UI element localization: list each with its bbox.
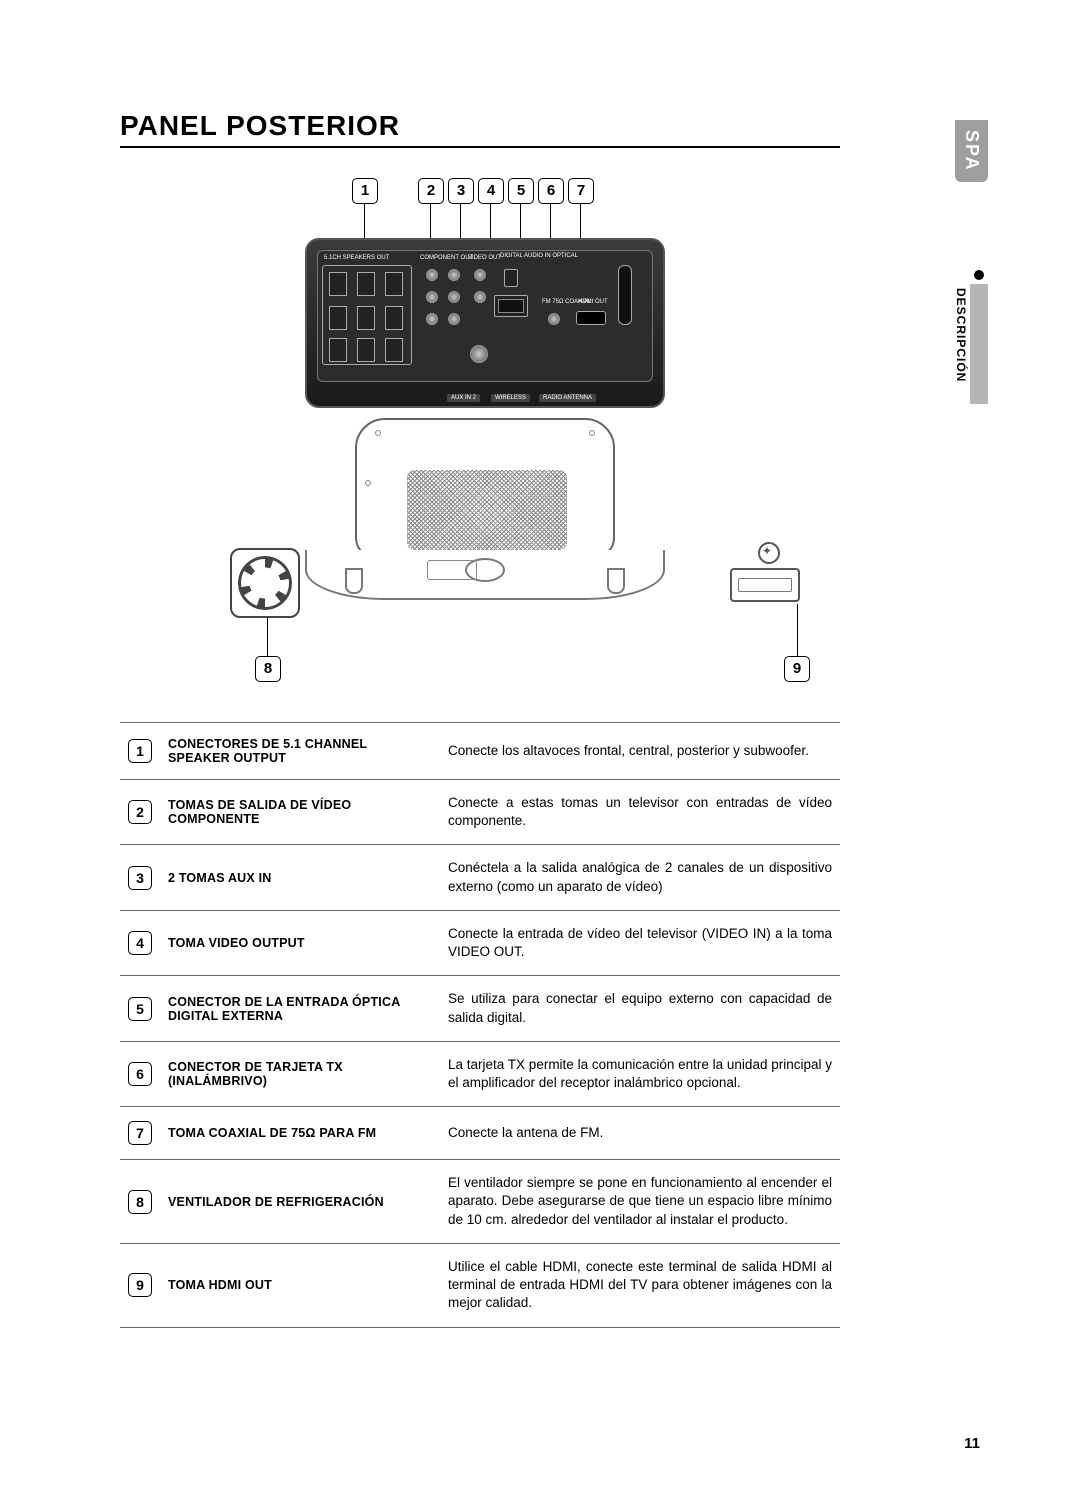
page-heading: PANEL POSTERIOR	[120, 110, 840, 148]
row-desc: El ventilador siempre se pone en funcion…	[440, 1160, 840, 1244]
row-name: TOMAS DE SALIDA DE VÍDEO COMPONENTE	[160, 780, 440, 845]
row-desc: Utilice el cable HDMI, conecte este term…	[440, 1243, 840, 1327]
row-name: TOMA HDMI OUT	[160, 1243, 440, 1327]
row-name: VENTILADOR DE REFRIGERACIÓN	[160, 1160, 440, 1244]
row-number: 8	[120, 1160, 160, 1244]
label-aux-in-2: AUX IN 2	[447, 394, 480, 402]
section-side-label: DESCRIPCIÓN	[952, 270, 988, 430]
table-row: 8VENTILADOR DE REFRIGERACIÓNEl ventilado…	[120, 1160, 840, 1244]
rear-panel-device: 5.1CH SPEAKERS OUT COMPONENT OUT	[305, 238, 665, 408]
table-row: 2TOMAS DE SALIDA DE VÍDEO COMPONENTECone…	[120, 780, 840, 845]
callout-6: 6	[538, 178, 564, 204]
page-number: 11	[964, 1435, 980, 1452]
callout-3: 3	[448, 178, 474, 204]
row-number: 7	[120, 1107, 160, 1160]
callout-1: 1	[352, 178, 378, 204]
label-component-out: COMPONENT OUT	[420, 255, 473, 261]
row-desc: Conecte los altavoces frontal, central, …	[440, 723, 840, 780]
table-row: 32 TOMAS AUX INConéctela a la salida ana…	[120, 845, 840, 910]
callout-2: 2	[418, 178, 444, 204]
table-row: 4TOMA VIDEO OUTPUTConecte la entrada de …	[120, 910, 840, 975]
speaker-unit	[355, 418, 615, 608]
row-desc: Se utiliza para conectar el equipo exter…	[440, 976, 840, 1041]
row-desc: Conecte la entrada de vídeo del televiso…	[440, 910, 840, 975]
table-row: 5CONECTOR DE LA ENTRADA ÓPTICA DIGITAL E…	[120, 976, 840, 1041]
description-table: 1CONECTORES DE 5.1 CHANNEL SPEAKER OUTPU…	[120, 722, 840, 1328]
rear-panel-diagram: 1 2 3 4 5 6 7 5.1CH SPEAKERS OUT	[120, 178, 840, 698]
callout-4: 4	[478, 178, 504, 204]
row-name: TOMA VIDEO OUTPUT	[160, 910, 440, 975]
label-optical: DIGITAL AUDIO IN OPTICAL	[500, 253, 578, 259]
row-name: CONECTOR DE LA ENTRADA ÓPTICA DIGITAL EX…	[160, 976, 440, 1041]
table-row: 9TOMA HDMI OUTUtilice el cable HDMI, con…	[120, 1243, 840, 1327]
cooling-fan	[230, 548, 300, 618]
row-number: 6	[120, 1041, 160, 1106]
row-desc: Conecte la antena de FM.	[440, 1107, 840, 1160]
hdmi-external-port	[730, 568, 800, 602]
label-hdmi: HDMI OUT	[578, 299, 608, 305]
row-name: CONECTORES DE 5.1 CHANNEL SPEAKER OUTPUT	[160, 723, 440, 780]
callout-7: 7	[568, 178, 594, 204]
label-speakers-out: 5.1CH SPEAKERS OUT	[324, 255, 389, 261]
row-number: 4	[120, 910, 160, 975]
label-wireless: WIRELESS	[491, 394, 530, 402]
row-number: 9	[120, 1243, 160, 1327]
table-row: 1CONECTORES DE 5.1 CHANNEL SPEAKER OUTPU…	[120, 723, 840, 780]
row-desc: Conéctela a la salida analógica de 2 can…	[440, 845, 840, 910]
row-name: TOMA COAXIAL DE 75Ω PARA FM	[160, 1107, 440, 1160]
table-row: 7TOMA COAXIAL DE 75Ω PARA FMConecte la a…	[120, 1107, 840, 1160]
label-radio-antenna: RADIO ANTENNA	[539, 394, 596, 402]
section-side-text: DESCRIPCIÓN	[954, 288, 968, 382]
row-number: 5	[120, 976, 160, 1041]
callout-9: 9	[784, 656, 810, 682]
row-number: 1	[120, 723, 160, 780]
table-row: 6CONECTOR DE TARJETA TX (INALÁMBRIVO)La …	[120, 1041, 840, 1106]
row-name: 2 TOMAS AUX IN	[160, 845, 440, 910]
callout-8: 8	[255, 656, 281, 682]
row-desc: La tarjeta TX permite la comunicación en…	[440, 1041, 840, 1106]
language-tab: SPA	[955, 120, 988, 182]
callout-5: 5	[508, 178, 534, 204]
row-name: CONECTOR DE TARJETA TX (INALÁMBRIVO)	[160, 1041, 440, 1106]
row-number: 2	[120, 780, 160, 845]
label-video-out: VIDEO OUT	[468, 255, 501, 261]
row-number: 3	[120, 845, 160, 910]
row-desc: Conecte a estas tomas un televisor con e…	[440, 780, 840, 845]
